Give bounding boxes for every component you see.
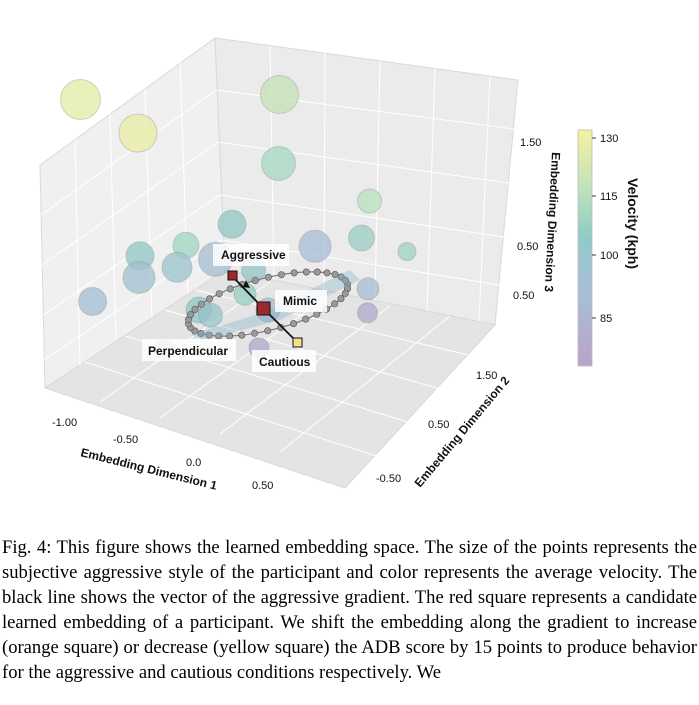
ring-bead: [264, 273, 272, 281]
colorbar: 130 115 100 85 Velocity (kph): [577, 129, 641, 367]
annotation-mimic: Mimic: [283, 294, 317, 308]
scatter-point: [261, 146, 296, 181]
ring-beads: [184, 268, 352, 340]
scatter-point: [161, 251, 193, 283]
z-axis-label: Embedding Dimension 3: [542, 152, 563, 293]
ring-bead: [197, 300, 205, 308]
x-tick-label: -1.00: [52, 417, 77, 429]
ring-bead: [264, 327, 272, 335]
ring-bead: [290, 320, 298, 328]
scatter-point: [217, 209, 247, 239]
ring-bead: [226, 285, 234, 293]
ring-bead: [205, 331, 213, 339]
ring-bead: [277, 271, 285, 279]
annotation-perpendicular: Perpendicular: [148, 344, 228, 358]
colorbar-tick-label: 130: [600, 133, 618, 145]
z-axis: 1.50 0.50 0.50 Embedding Dimension 3: [513, 137, 563, 302]
ring-bead: [238, 331, 246, 339]
gradient-ring: [184, 268, 360, 340]
colorbar-tick-label: 85: [600, 313, 612, 325]
ring-bead: [341, 289, 349, 297]
scatter-point: [260, 75, 299, 114]
ring-bead: [331, 270, 339, 278]
ring-bead: [251, 276, 259, 284]
annotations: Aggressive Mimic Cautious Perpendicular: [142, 244, 327, 372]
scatter-point: [357, 302, 378, 324]
ring-bead: [206, 295, 214, 303]
z-tick-label: 0.50: [517, 241, 538, 253]
y-tick-label: 0.50: [428, 419, 449, 431]
y-tick-label: 1.50: [476, 370, 497, 382]
z-tick-label: 1.50: [520, 137, 541, 149]
scatter-point: [397, 242, 417, 261]
ring-bead: [197, 329, 205, 337]
y-tick-label: -0.50: [376, 473, 401, 485]
mimic-square: [256, 301, 271, 316]
ring-bead: [302, 268, 310, 276]
figure-3d-embedding-chart: Aggressive Mimic Cautious Perpendicular …: [39, 37, 641, 493]
scatter-point: [118, 113, 158, 153]
scatter-point: [122, 261, 156, 294]
colorbar-tick-label: 115: [600, 191, 618, 203]
ring-bead: [313, 310, 321, 318]
ring-bead: [187, 311, 195, 319]
ring-bead: [191, 305, 199, 313]
colorbar-tick-label: 100: [600, 250, 618, 262]
scatter-point: [348, 224, 375, 252]
scatter-point: [60, 79, 101, 120]
ring-bead: [331, 300, 339, 308]
annotation-aggressive: Aggressive: [221, 248, 286, 262]
ring-bead: [251, 329, 259, 337]
z-tick-label: 0.50: [513, 290, 534, 302]
scatter-point: [356, 277, 380, 301]
annotation-cautious: Cautious: [259, 355, 311, 369]
ring-bead: [215, 290, 223, 298]
figure-caption: Fig. 4: This figure shows the learned em…: [2, 537, 697, 683]
ring-bead: [290, 269, 298, 277]
colorbar-label: Velocity (kph): [625, 178, 641, 269]
scatter-point: [198, 302, 223, 328]
scatter-point: [298, 229, 332, 263]
x-tick-label: 0.50: [252, 480, 273, 492]
cautious-square: [292, 337, 303, 348]
scatter-point: [78, 287, 107, 316]
ring-bead: [341, 276, 349, 284]
ring-bead: [277, 323, 285, 331]
ring-bead: [302, 315, 310, 323]
x-axis-label: Embedding Dimension 1: [79, 445, 219, 493]
ring-bead: [313, 268, 321, 276]
scatter-point: [357, 188, 382, 214]
ring-bead: [337, 295, 345, 303]
aggressive-square: [227, 270, 238, 281]
x-tick-label: 0.0: [186, 457, 201, 469]
x-tick-label: -0.50: [113, 434, 138, 446]
ring-bead: [323, 269, 331, 277]
